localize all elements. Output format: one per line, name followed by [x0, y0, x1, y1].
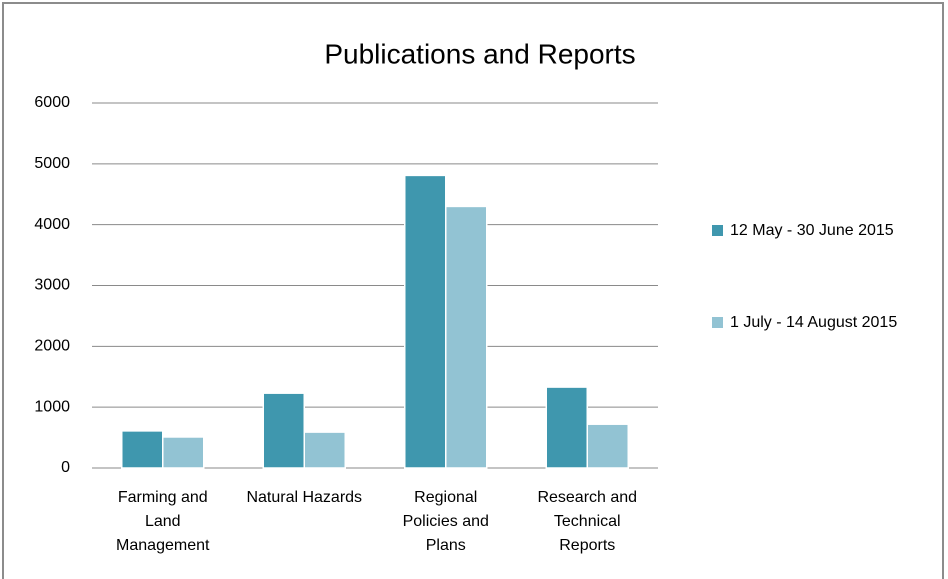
bar — [262, 392, 305, 469]
bar — [586, 423, 629, 469]
legend-swatch — [712, 225, 723, 236]
bar — [303, 431, 346, 469]
bar — [162, 436, 205, 469]
x-tick-label: Research and Technical Reports — [537, 489, 638, 554]
x-tick-label: Farming and Land Management — [116, 489, 210, 554]
y-tick-label: 3000 — [34, 277, 70, 294]
legend-item: 1 July - 14 August 2015 — [712, 312, 920, 334]
chart-title: Publications and Reports — [324, 38, 635, 69]
y-tick-label: 0 — [61, 459, 70, 476]
y-tick-label: 4000 — [34, 216, 70, 233]
y-tick-label: 6000 — [34, 94, 70, 111]
x-tick-label: Regional Policies and Plans — [402, 489, 489, 554]
legend-item: 12 May - 30 June 2015 — [712, 220, 920, 242]
y-tick-label: 2000 — [34, 338, 70, 355]
bar — [445, 205, 488, 469]
bar — [121, 430, 164, 469]
bar — [545, 386, 588, 469]
legend-swatch — [712, 317, 723, 328]
x-tick-label: Natural Hazards — [246, 489, 363, 506]
y-tick-label: 5000 — [34, 155, 70, 172]
bar — [404, 174, 447, 469]
y-tick-label: 1000 — [34, 398, 70, 415]
legend-label: 1 July - 14 August 2015 — [730, 314, 898, 331]
legend-label: 12 May - 30 June 2015 — [730, 222, 894, 239]
